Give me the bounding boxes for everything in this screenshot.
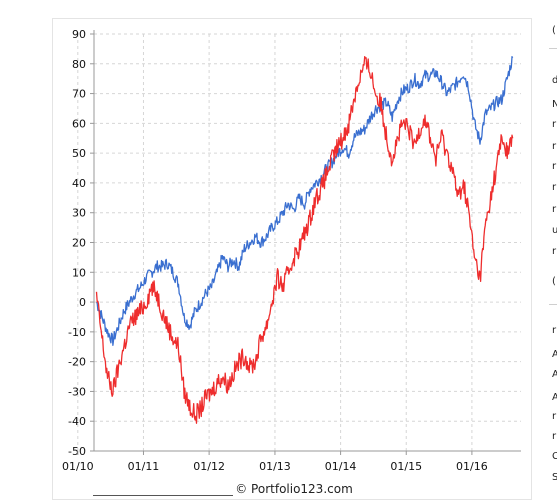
y-tick-label: 50: [72, 147, 86, 160]
x-tick-label: 01/15: [390, 460, 422, 473]
side-panel-glyph: (: [552, 276, 556, 287]
y-tick-label: 60: [72, 117, 86, 130]
y-tick-label: 40: [72, 177, 86, 190]
side-panel-glyph: A: [552, 392, 557, 403]
line-chart: -50 -40 -30 -20 -10 0 10 20 30 40 50 60 70 80 90 01/10 0…: [62, 28, 521, 496]
side-panel-glyph: d: [552, 75, 557, 86]
y-tick-label: 90: [72, 28, 86, 41]
x-tick-label: 01/16: [456, 460, 488, 473]
series-line-red: [95, 56, 514, 424]
side-panel-glyph: (: [552, 25, 556, 36]
side-panel-glyph: r: [552, 141, 557, 152]
y-tick-label: 0: [79, 296, 86, 309]
chart-panel: -50 -40 -30 -20 -10 0 10 20 30 40 50 60 70 80 90 01/10 0…: [52, 18, 532, 500]
side-panel-glyph: N: [552, 99, 557, 110]
bottom-tab-edge: [93, 495, 233, 501]
y-tick-label: -20: [68, 356, 86, 369]
side-panel-glyph: r: [552, 431, 557, 442]
side-panel-glyph: u: [552, 225, 557, 236]
x-tick-label: 01/14: [325, 460, 357, 473]
side-panel-glyph: r: [552, 246, 557, 257]
y-tick-label: -30: [68, 385, 86, 398]
y-tick-label: -10: [68, 326, 86, 339]
y-tick-label: -50: [68, 445, 86, 458]
x-tick-label: 01/13: [259, 460, 291, 473]
side-panel-glyph: A: [552, 369, 557, 380]
x-tick-label: 01/11: [128, 460, 160, 473]
series-line-blue: [95, 56, 514, 346]
y-tick-label: 80: [72, 58, 86, 71]
side-panel-glyph: C: [552, 451, 557, 462]
y-tick-label: 30: [72, 207, 86, 220]
side-panel-rule: [549, 48, 557, 49]
y-tick-label: 10: [72, 266, 86, 279]
side-panel-glyph: S: [552, 472, 557, 483]
y-tick-label: -40: [68, 415, 86, 428]
x-tick-label: 01/12: [193, 460, 225, 473]
y-tick-label: 70: [72, 88, 86, 101]
side-panel-glyph: r: [552, 182, 557, 193]
x-tick-label: 01/10: [62, 460, 94, 473]
portfolio123-credit: © Portfolio123.com: [235, 482, 353, 496]
y-tick-label: 20: [72, 237, 86, 250]
side-panel-glyph: r: [552, 411, 557, 422]
side-panel-glyph: r: [552, 119, 557, 130]
side-panel-glyph: r: [552, 204, 557, 215]
side-panel-glyph: A: [552, 349, 557, 360]
side-panel-glyph: r: [552, 161, 557, 172]
side-panel-rule: [549, 304, 557, 305]
side-panel-glyph: r: [552, 325, 557, 336]
